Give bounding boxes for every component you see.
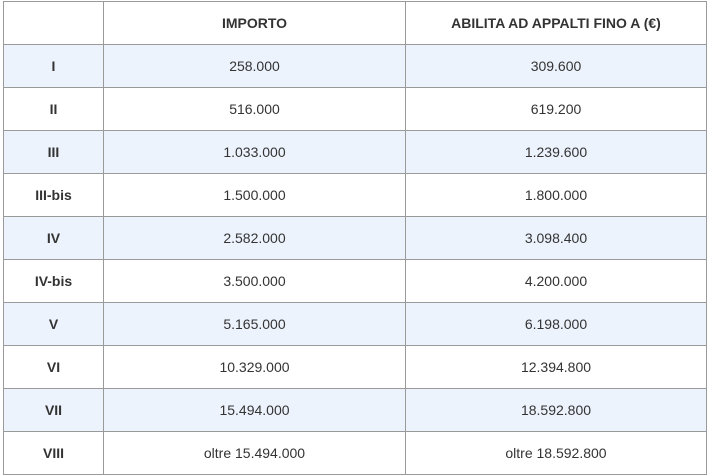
amount-cell: oltre 18.592.800 (405, 431, 707, 475)
amount-cell: 1.500.000 (103, 173, 406, 217)
table-row: III 1.033.000 1.239.600 (3, 130, 707, 174)
class-cell: VIII (3, 431, 104, 475)
header-cell: ABILITA AD APPALTI FINO A (€) (405, 1, 707, 45)
amount-cell: 3.098.400 (405, 216, 707, 260)
amount-cell: 1.800.000 (405, 173, 707, 217)
table-row: III-bis 1.500.000 1.800.000 (3, 173, 707, 217)
class-cell: II (3, 87, 104, 131)
amount-cell: 516.000 (103, 87, 406, 131)
header-row: IMPORTO ABILITA AD APPALTI FINO A (€) (3, 1, 707, 45)
table-row: VIII oltre 15.494.000 oltre 18.592.800 (3, 431, 707, 475)
class-cell: I (3, 44, 104, 88)
table-row: IV 2.582.000 3.098.400 (3, 216, 707, 260)
amount-cell: 309.600 (405, 44, 707, 88)
amount-cell: 15.494.000 (103, 388, 406, 432)
header-cell: IMPORTO (103, 1, 406, 45)
amount-cell: 5.165.000 (103, 302, 406, 346)
class-cell: IV-bis (3, 259, 104, 303)
table-row: II 516.000 619.200 (3, 87, 707, 131)
table-row: VII 15.494.000 18.592.800 (3, 388, 707, 432)
class-cell: V (3, 302, 104, 346)
amount-cell: 2.582.000 (103, 216, 406, 260)
class-cell: VI (3, 345, 104, 389)
amount-cell: 6.198.000 (405, 302, 707, 346)
table-row: VI 10.329.000 12.394.800 (3, 345, 707, 389)
amount-cell: 12.394.800 (405, 345, 707, 389)
table-row: V 5.165.000 6.198.000 (3, 302, 707, 346)
class-cell: III (3, 130, 104, 174)
amount-cell: 10.329.000 (103, 345, 406, 389)
corner-cell (3, 1, 104, 45)
table-row: IV-bis 3.500.000 4.200.000 (3, 259, 707, 303)
amount-cell: 3.500.000 (103, 259, 406, 303)
amount-cell: 4.200.000 (405, 259, 707, 303)
class-cell: VII (3, 388, 104, 432)
amount-cell: 1.239.600 (405, 130, 707, 174)
amount-cell: 258.000 (103, 44, 406, 88)
amount-cell: oltre 15.494.000 (103, 431, 406, 475)
class-cell: III-bis (3, 173, 104, 217)
class-cell: IV (3, 216, 104, 260)
amount-cell: 619.200 (405, 87, 707, 131)
table-row: I 258.000 309.600 (3, 44, 707, 88)
amount-cell: 1.033.000 (103, 130, 406, 174)
amount-cell: 18.592.800 (405, 388, 707, 432)
